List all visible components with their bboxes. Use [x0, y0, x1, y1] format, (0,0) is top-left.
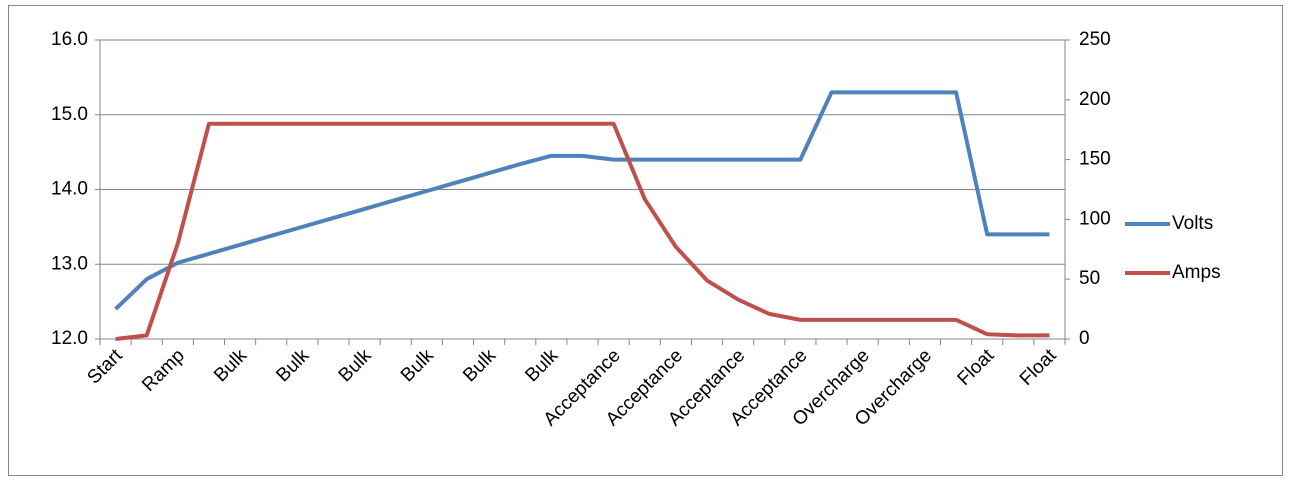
y-tick-label: 13.0: [51, 253, 88, 274]
x-tick-label: Bulk: [397, 345, 438, 386]
x-tick-label: Start: [83, 345, 127, 389]
x-tick-label: Bulk: [210, 345, 251, 386]
x-tick-label: Float: [954, 345, 999, 390]
y2-tick-label: 0: [1079, 328, 1090, 349]
y2-tick-label: 50: [1079, 268, 1100, 289]
x-tick-label: Bulk: [272, 345, 313, 386]
legend-label: Amps: [1172, 262, 1221, 283]
chart-border: [8, 5, 1283, 476]
y2-tick-label: 250: [1079, 29, 1111, 50]
x-tick-label: Bulk: [335, 345, 376, 386]
x-tick-label: Float: [1016, 345, 1061, 390]
legend-label: Volts: [1172, 213, 1213, 234]
series-line: [114, 90, 1050, 311]
series-line: [115, 121, 1050, 341]
y2-tick-label: 150: [1079, 149, 1111, 170]
x-tick-label: Bulk: [459, 345, 500, 386]
y-tick-label: 12.0: [51, 328, 88, 349]
y-tick-label: 16.0: [51, 29, 88, 50]
y2-tick-label: 100: [1079, 208, 1111, 229]
y-tick-label: 14.0: [51, 179, 88, 200]
x-tick-label: Bulk: [521, 345, 562, 386]
y-tick-label: 15.0: [51, 104, 88, 125]
y2-tick-label: 200: [1079, 89, 1111, 110]
x-tick-label: Ramp: [138, 345, 189, 396]
